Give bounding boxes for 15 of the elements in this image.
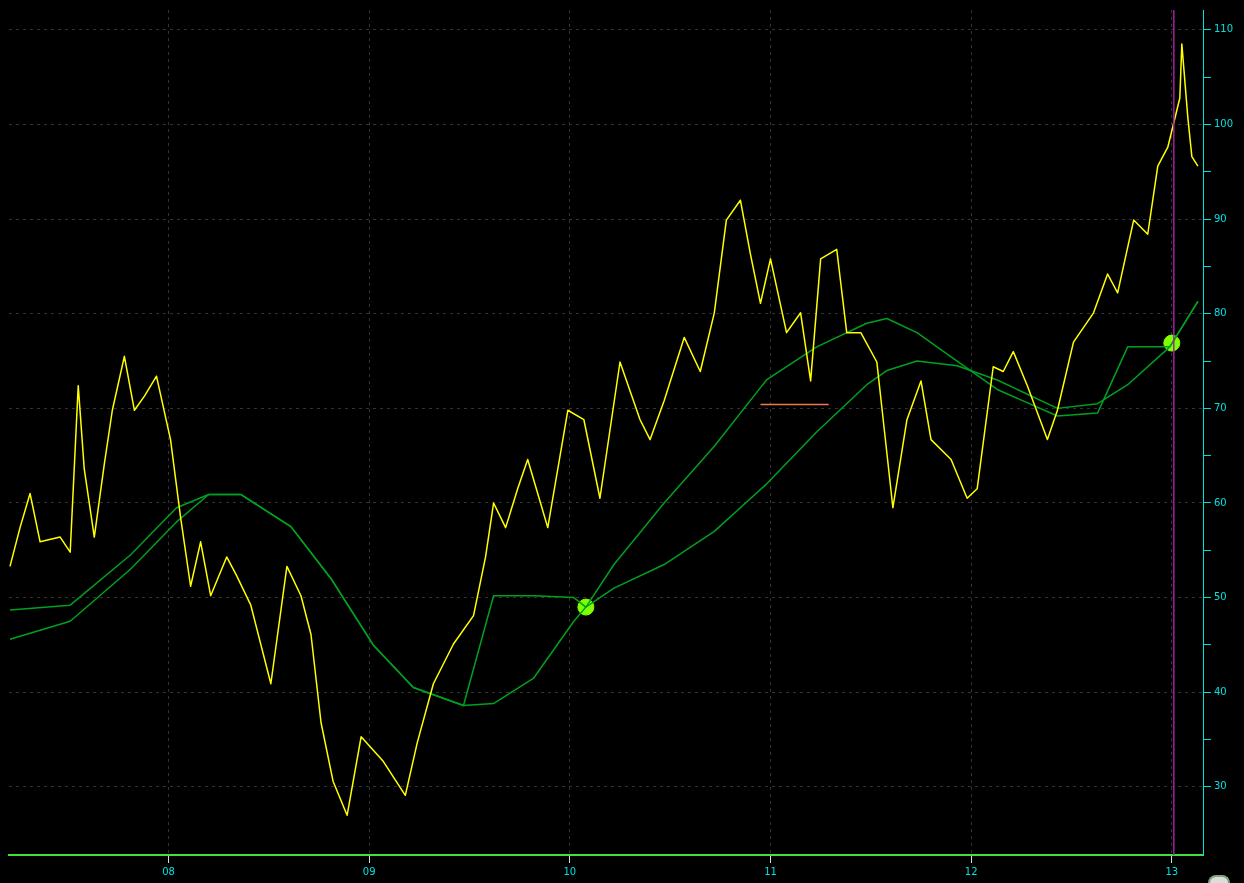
x-tick-label: 11 (764, 865, 777, 877)
x-tick-label: 12 (964, 865, 978, 877)
y-tick-label: 100 (1213, 118, 1234, 130)
y-tick-label: 80 (1213, 307, 1227, 319)
y-tick-label: 40 (1213, 685, 1227, 697)
y-tick-label: 30 (1213, 780, 1227, 792)
y-tick-label: 90 (1213, 212, 1227, 224)
x-tick-label: 09 (362, 865, 376, 877)
y-tick-label: 110 (1213, 23, 1234, 35)
x-tick-label: 08 (162, 865, 175, 877)
y-tick-label: 60 (1213, 496, 1227, 508)
y-tick-label: 50 (1213, 591, 1227, 603)
y-tick-label: 70 (1213, 401, 1227, 413)
x-tick-label: 13 (1165, 865, 1179, 877)
x-tick-label: 10 (563, 865, 577, 877)
